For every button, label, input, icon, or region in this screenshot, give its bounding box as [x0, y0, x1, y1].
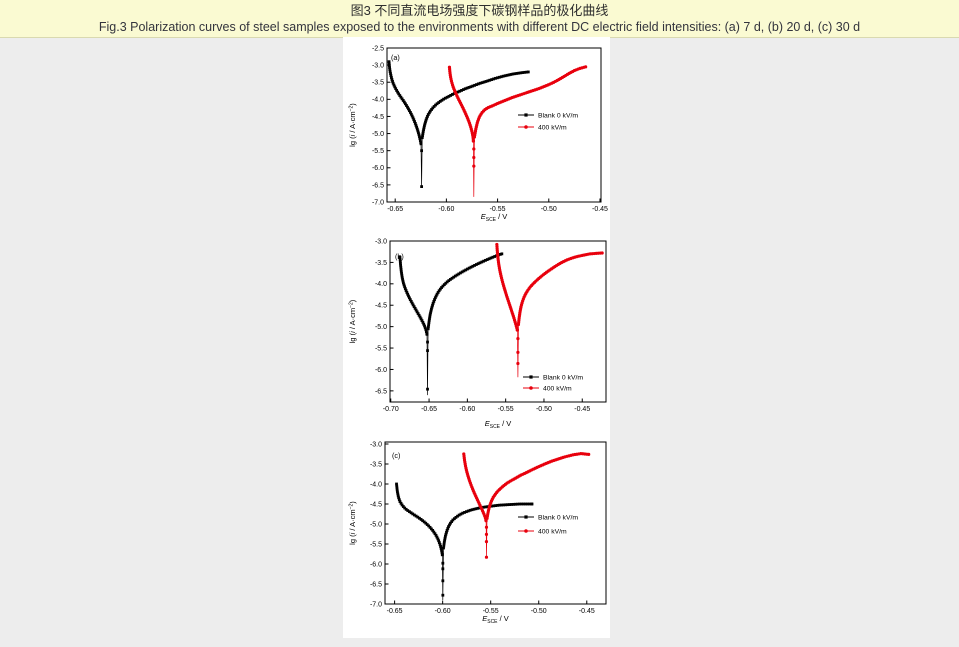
series-blank [387, 60, 530, 188]
series-400kvm [447, 65, 588, 197]
svg-text:-6.0: -6.0 [375, 367, 387, 374]
svg-text:-0.65: -0.65 [387, 608, 403, 615]
figure-caption-en: Fig.3 Polarization curves of steel sampl… [98, 20, 861, 34]
svg-text:-0.60: -0.60 [438, 206, 454, 213]
legend-item-400kvm: 400 kV/m [518, 124, 567, 131]
svg-text:-3.5: -3.5 [370, 461, 382, 468]
svg-text:-5.5: -5.5 [375, 345, 387, 352]
legend-item-400kvm: 400 kV/m [518, 528, 567, 535]
svg-text:ESCE / V: ESCE / V [485, 419, 512, 430]
svg-text:ESCE / V: ESCE / V [481, 212, 508, 223]
svg-text:-4.5: -4.5 [375, 303, 387, 310]
svg-text:400 kV/m: 400 kV/m [538, 124, 567, 131]
svg-text:-7.0: -7.0 [370, 601, 382, 608]
svg-text:-5.5: -5.5 [372, 148, 384, 155]
svg-text:-6.0: -6.0 [370, 561, 382, 568]
legend-item-400kvm: 400 kV/m [523, 385, 572, 392]
svg-text:-7.0: -7.0 [372, 199, 384, 206]
svg-text:-0.65: -0.65 [387, 206, 403, 213]
svg-text:-0.45: -0.45 [592, 206, 608, 213]
legend-item-blank: Blank 0 kV/m [518, 514, 578, 521]
svg-text:-4.0: -4.0 [372, 97, 384, 104]
svg-text:-0.60: -0.60 [435, 608, 451, 615]
svg-text:-4.0: -4.0 [370, 481, 382, 488]
svg-text:-5.0: -5.0 [372, 131, 384, 138]
svg-text:lg (i / A·cm−2): lg (i / A·cm−2) [348, 501, 357, 545]
svg-text:-4.0: -4.0 [375, 281, 387, 288]
chart-b: -0.70 -0.65 -0.60 -0.55 -0.50 -0.45 -6.5 -6.0 -5… [348, 238, 607, 430]
svg-text:lg (i / A·cm−2): lg (i / A·cm−2) [348, 299, 357, 343]
series-400kvm [495, 242, 604, 378]
svg-text:-2.5: -2.5 [372, 45, 384, 52]
series-blank [398, 252, 504, 396]
svg-text:-0.50: -0.50 [541, 206, 557, 213]
svg-text:-4.5: -4.5 [370, 501, 382, 508]
svg-text:-3.0: -3.0 [372, 63, 384, 70]
svg-text:-4.5: -4.5 [372, 114, 384, 121]
svg-text:-5.0: -5.0 [375, 324, 387, 331]
svg-text:-5.0: -5.0 [370, 521, 382, 528]
svg-text:-6.5: -6.5 [372, 182, 384, 189]
svg-text:-0.70: -0.70 [383, 406, 399, 413]
svg-text:Blank 0 kV/m: Blank 0 kV/m [538, 112, 578, 119]
svg-text:-6.5: -6.5 [375, 388, 387, 395]
svg-text:(c): (c) [392, 451, 400, 460]
figure-panel: -0.65 -0.60 -0.55 -0.50 -0.45 -7.0 -6.5 -6.0 -5.… [343, 37, 610, 638]
svg-text:-0.50: -0.50 [531, 608, 547, 615]
svg-text:-3.5: -3.5 [372, 80, 384, 87]
svg-text:Blank 0 kV/m: Blank 0 kV/m [538, 514, 578, 521]
svg-text:-0.55: -0.55 [498, 406, 514, 413]
svg-text:-3.0: -3.0 [370, 441, 382, 448]
svg-text:-6.5: -6.5 [370, 581, 382, 588]
svg-text:-0.65: -0.65 [421, 406, 437, 413]
figure-title-zh: 图3 不同直流电场强度下碳钢样品的极化曲线 [350, 3, 609, 18]
svg-text:-3.5: -3.5 [375, 260, 387, 267]
svg-text:-5.5: -5.5 [370, 541, 382, 548]
legend-item-blank: Blank 0 kV/m [518, 112, 578, 119]
series-blank [395, 482, 534, 601]
polarization-charts: -0.65 -0.60 -0.55 -0.50 -0.45 -7.0 -6.5 -6.0 -5.… [348, 45, 608, 625]
svg-text:-0.60: -0.60 [459, 406, 475, 413]
legend-item-blank: Blank 0 kV/m [523, 374, 583, 381]
svg-text:-0.45: -0.45 [574, 406, 590, 413]
chart-a: -0.65 -0.60 -0.55 -0.50 -0.45 -7.0 -6.5 -6.0 -5.… [348, 45, 608, 222]
svg-text:400 kV/m: 400 kV/m [538, 528, 567, 535]
svg-text:(a): (a) [391, 53, 400, 62]
chart-c: -0.65 -0.60 -0.55 -0.50 -0.45 -7.0 -6.5 -6.0 -5.… [348, 441, 607, 625]
svg-text:-6.0: -6.0 [372, 165, 384, 172]
series-400kvm [462, 452, 591, 559]
svg-text:400 kV/m: 400 kV/m [543, 385, 572, 392]
svg-text:ESCE / V: ESCE / V [482, 614, 509, 625]
svg-text:lg (i / A·cm−2): lg (i / A·cm−2) [348, 103, 357, 147]
svg-text:-0.55: -0.55 [483, 608, 499, 615]
svg-text:-3.0: -3.0 [375, 238, 387, 245]
svg-text:-0.50: -0.50 [536, 406, 552, 413]
svg-text:-0.55: -0.55 [490, 206, 506, 213]
figure-caption-block: 图3 不同直流电场强度下碳钢样品的极化曲线 Fig.3 Polarization… [0, 0, 959, 38]
svg-text:Blank 0 kV/m: Blank 0 kV/m [543, 374, 583, 381]
svg-text:-0.45: -0.45 [579, 608, 595, 615]
